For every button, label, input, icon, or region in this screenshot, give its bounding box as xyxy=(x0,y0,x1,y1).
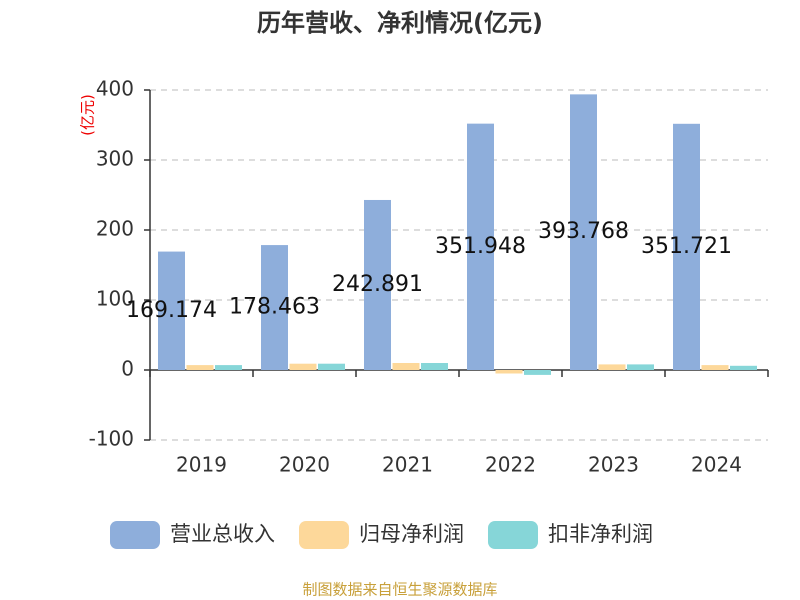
y-axis-label: (亿元) xyxy=(79,94,97,136)
legend-label[interactable]: 扣非净利润 xyxy=(548,522,653,546)
x-tick-label: 2024 xyxy=(691,453,742,477)
data-label: 351.721 xyxy=(641,234,732,259)
bar xyxy=(524,370,551,375)
data-label: 242.891 xyxy=(332,272,423,297)
y-tick-label: 300 xyxy=(96,147,134,171)
bar xyxy=(215,365,242,370)
data-label: 178.463 xyxy=(229,295,320,320)
data-label: 393.768 xyxy=(538,219,629,244)
bar xyxy=(186,365,214,370)
bar xyxy=(570,94,597,370)
bar xyxy=(627,364,654,370)
bar xyxy=(673,123,700,370)
bar xyxy=(495,370,523,374)
y-tick-label: 100 xyxy=(96,287,134,311)
x-tick-label: 2022 xyxy=(485,453,536,477)
data-label: 169.174 xyxy=(126,298,217,323)
bar xyxy=(364,199,391,370)
bar xyxy=(701,365,729,370)
bar xyxy=(467,123,494,370)
bar xyxy=(421,363,448,370)
x-tick-label: 2021 xyxy=(382,453,433,477)
legend-swatch[interactable] xyxy=(488,521,538,549)
chart-title: 历年营收、净利情况(亿元) xyxy=(257,9,543,37)
y-tick-label: 200 xyxy=(96,217,134,241)
x-tick-label: 2019 xyxy=(176,453,227,477)
bar xyxy=(730,365,757,370)
x-tick-label: 2023 xyxy=(588,453,639,477)
legend-swatch[interactable] xyxy=(299,521,349,549)
bar xyxy=(318,363,345,370)
bar xyxy=(289,363,317,370)
x-tick-label: 2020 xyxy=(279,453,330,477)
y-tick-label: -100 xyxy=(89,427,134,451)
bar xyxy=(158,251,185,370)
legend-label[interactable]: 归母净利润 xyxy=(359,522,464,546)
bar xyxy=(261,245,288,370)
source-note: 制图数据来自恒生聚源数据库 xyxy=(302,581,497,599)
legend-label[interactable]: 营业总收入 xyxy=(170,522,275,546)
bar xyxy=(392,363,420,370)
y-tick-label: 400 xyxy=(96,77,134,101)
data-label: 351.948 xyxy=(435,234,526,259)
bar xyxy=(598,364,626,370)
legend-swatch[interactable] xyxy=(110,521,160,549)
y-tick-label: 0 xyxy=(121,357,134,381)
